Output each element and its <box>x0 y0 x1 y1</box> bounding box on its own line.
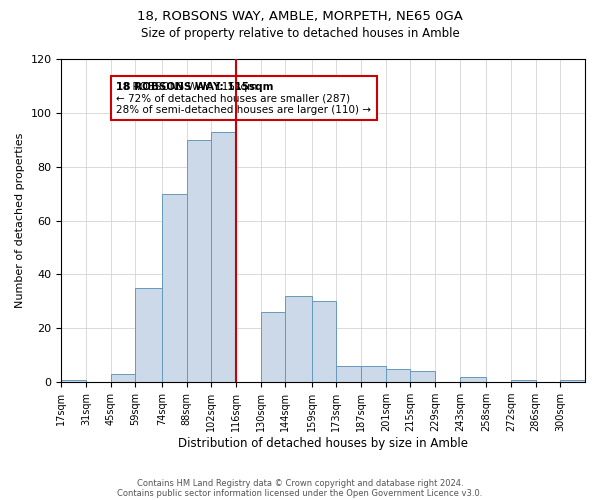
Bar <box>511 380 536 382</box>
Y-axis label: Number of detached properties: Number of detached properties <box>15 133 25 308</box>
Bar <box>337 366 361 382</box>
Bar <box>361 366 386 382</box>
Bar <box>460 377 486 382</box>
Text: 18, ROBSONS WAY, AMBLE, MORPETH, NE65 0GA: 18, ROBSONS WAY, AMBLE, MORPETH, NE65 0G… <box>137 10 463 23</box>
Bar <box>285 296 312 382</box>
Bar <box>410 372 435 382</box>
X-axis label: Distribution of detached houses by size in Amble: Distribution of detached houses by size … <box>178 437 468 450</box>
Bar <box>136 288 162 382</box>
Bar <box>386 369 410 382</box>
Bar <box>111 374 136 382</box>
Text: Contains HM Land Registry data © Crown copyright and database right 2024.: Contains HM Land Registry data © Crown c… <box>137 478 463 488</box>
Bar <box>211 132 236 382</box>
Bar <box>312 302 337 382</box>
Bar <box>162 194 187 382</box>
Text: 18 ROBSONS WAY: 115sqm
← 72% of detached houses are smaller (287)
28% of semi-de: 18 ROBSONS WAY: 115sqm ← 72% of detached… <box>116 82 371 115</box>
Bar <box>560 380 585 382</box>
Bar <box>187 140 211 382</box>
Text: Contains public sector information licensed under the Open Government Licence v3: Contains public sector information licen… <box>118 488 482 498</box>
Bar <box>260 312 285 382</box>
Bar <box>61 380 86 382</box>
Text: 18 ROBSONS WAY: 115sqm: 18 ROBSONS WAY: 115sqm <box>116 82 274 92</box>
Text: Size of property relative to detached houses in Amble: Size of property relative to detached ho… <box>140 28 460 40</box>
